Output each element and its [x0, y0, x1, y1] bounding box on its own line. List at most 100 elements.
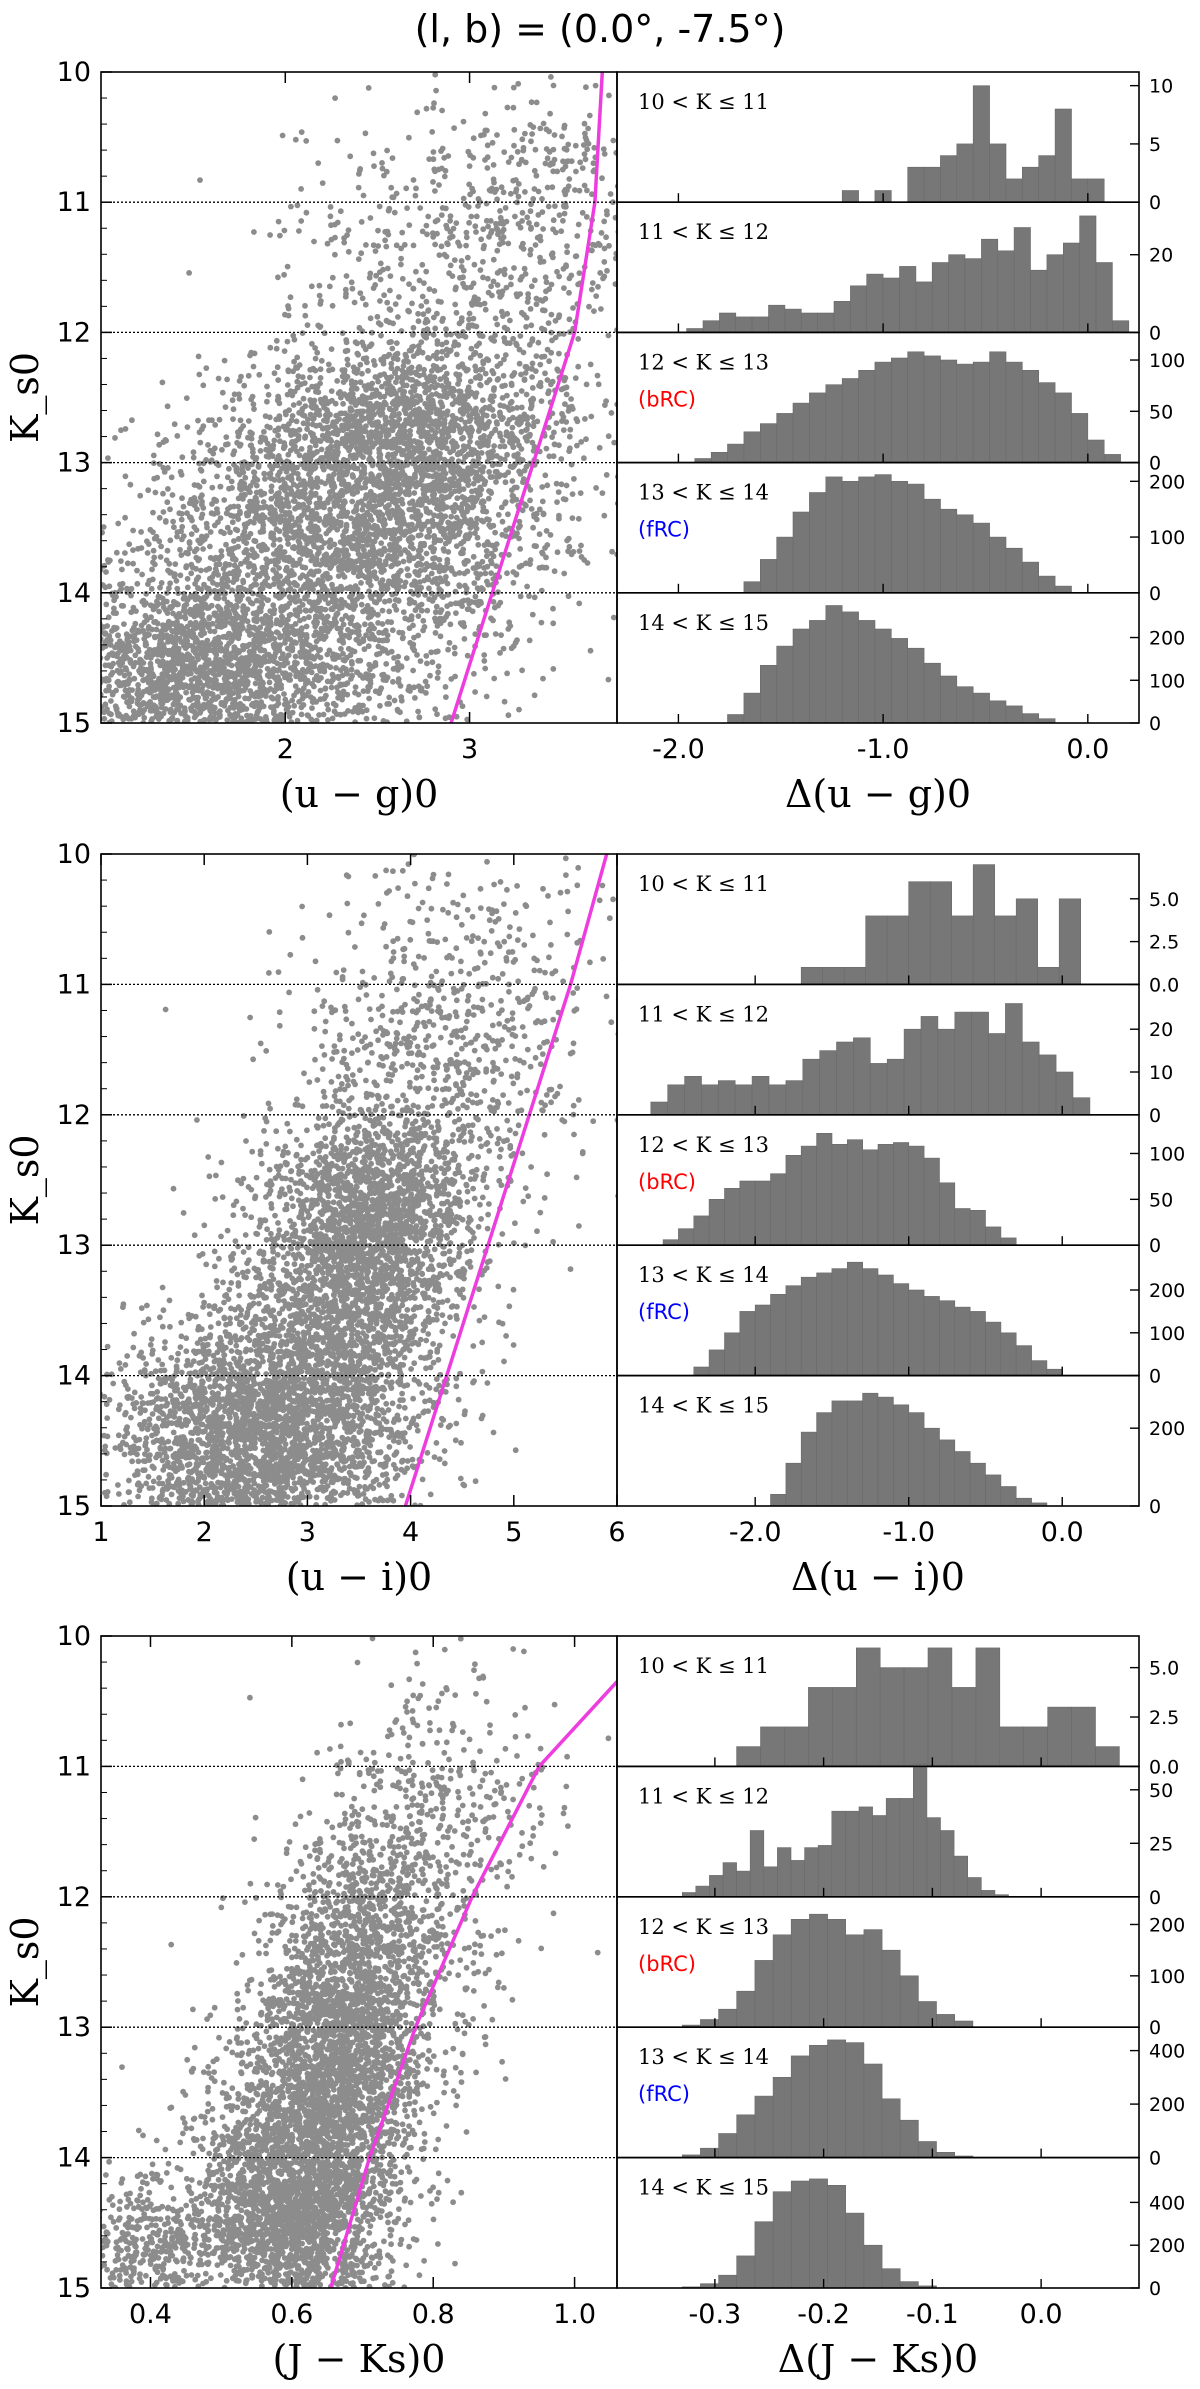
scatter-point — [32, 523, 38, 529]
scatter-point — [170, 656, 177, 663]
scatter-point — [80, 650, 86, 656]
scatter-point — [19, 503, 25, 509]
scatter-point — [499, 395, 506, 401]
scatter-point — [122, 426, 129, 432]
scatter-point — [388, 360, 395, 367]
scatter-point — [197, 708, 204, 715]
scatter-point — [292, 653, 299, 660]
scatter-point — [332, 702, 339, 709]
scatter-point — [179, 495, 185, 502]
scatter-point — [95, 669, 101, 675]
scatter-point — [32, 675, 38, 681]
scatter-point — [279, 465, 285, 472]
scatter-point — [438, 428, 444, 435]
scatter-point — [326, 647, 333, 654]
scatter-point — [288, 719, 295, 723]
scatter-point — [112, 703, 119, 710]
scatter-point — [224, 675, 230, 682]
scatter-point — [307, 411, 314, 418]
scatter-point — [561, 570, 568, 577]
scatter-point — [301, 615, 307, 622]
scatter-point — [382, 598, 388, 605]
scatter-point — [327, 565, 334, 571]
scatter-point — [126, 541, 133, 548]
scatter-point — [499, 437, 506, 444]
scatter-point — [277, 621, 284, 628]
scatter-point — [458, 416, 464, 423]
scatter-point — [207, 660, 213, 667]
scatter-point — [516, 346, 523, 353]
scatter-point — [387, 546, 393, 553]
scatter-point — [107, 637, 114, 644]
scatter-point — [172, 638, 179, 644]
scatter-point — [132, 643, 139, 650]
scatter-point — [260, 499, 267, 505]
scatter-point — [317, 375, 324, 381]
scatter-point — [175, 673, 181, 679]
scatter-point — [441, 475, 448, 482]
scatter-point — [456, 388, 463, 395]
scatter-point — [438, 493, 445, 500]
scatter-point — [380, 718, 387, 723]
scatter-point — [216, 416, 223, 423]
scatter-point — [207, 543, 213, 550]
scatter-point — [263, 716, 270, 723]
scatter-point — [415, 708, 421, 715]
scatter-point — [76, 655, 82, 661]
scatter-point — [37, 701, 43, 707]
scatter-point — [481, 658, 488, 664]
scatter-point — [437, 399, 444, 405]
scatter-point — [566, 433, 573, 440]
scatter-point — [377, 423, 383, 430]
scatter-point — [138, 664, 144, 671]
scatter-point — [179, 523, 186, 530]
scatter-point — [217, 515, 224, 521]
scatter-point — [165, 465, 171, 471]
scatter-point — [401, 422, 408, 428]
scatter-point — [399, 630, 406, 636]
scatter-point — [244, 572, 251, 578]
scatter-point — [574, 442, 580, 449]
scatter-point — [470, 553, 477, 560]
scatter-point — [383, 661, 390, 667]
scatter-point — [177, 572, 184, 579]
scatter-point — [78, 668, 84, 674]
scatter-point — [390, 418, 397, 425]
scatter-point — [587, 361, 594, 368]
scatter-point — [78, 626, 84, 632]
scatter-point — [311, 632, 318, 639]
scatter-point — [415, 532, 422, 539]
scatter-point — [339, 616, 345, 623]
scatter-point — [136, 629, 143, 635]
scatter-point — [130, 560, 137, 567]
scatter-point — [310, 586, 316, 593]
scatter-point — [363, 707, 370, 714]
scatter-point — [358, 580, 364, 586]
scatter-point — [147, 660, 154, 667]
scatter-point — [55, 515, 61, 521]
scatter-point — [296, 698, 302, 705]
scatter-point — [90, 670, 96, 676]
scatter-point — [77, 670, 83, 676]
scatter-point — [418, 584, 424, 591]
scatter-point — [234, 661, 241, 668]
scatter-point — [41, 673, 47, 679]
scatter-point — [222, 649, 229, 655]
scatter-point — [553, 420, 560, 426]
scatter-point — [529, 439, 536, 446]
scatter-point — [264, 688, 270, 695]
scatter-point — [134, 691, 141, 697]
scatter-point — [156, 608, 162, 615]
scatter-point — [446, 477, 453, 484]
scatter-point — [188, 570, 195, 577]
scatter-point — [145, 581, 151, 587]
scatter-point — [294, 612, 301, 619]
scatter-point — [158, 543, 165, 550]
scatter-point — [188, 677, 195, 683]
scatter-point — [356, 705, 363, 711]
scatter-point — [130, 604, 137, 611]
scatter-point — [342, 612, 349, 619]
scatter-point — [563, 482, 570, 489]
scatter-point — [58, 522, 64, 528]
scatter-point — [137, 492, 144, 499]
